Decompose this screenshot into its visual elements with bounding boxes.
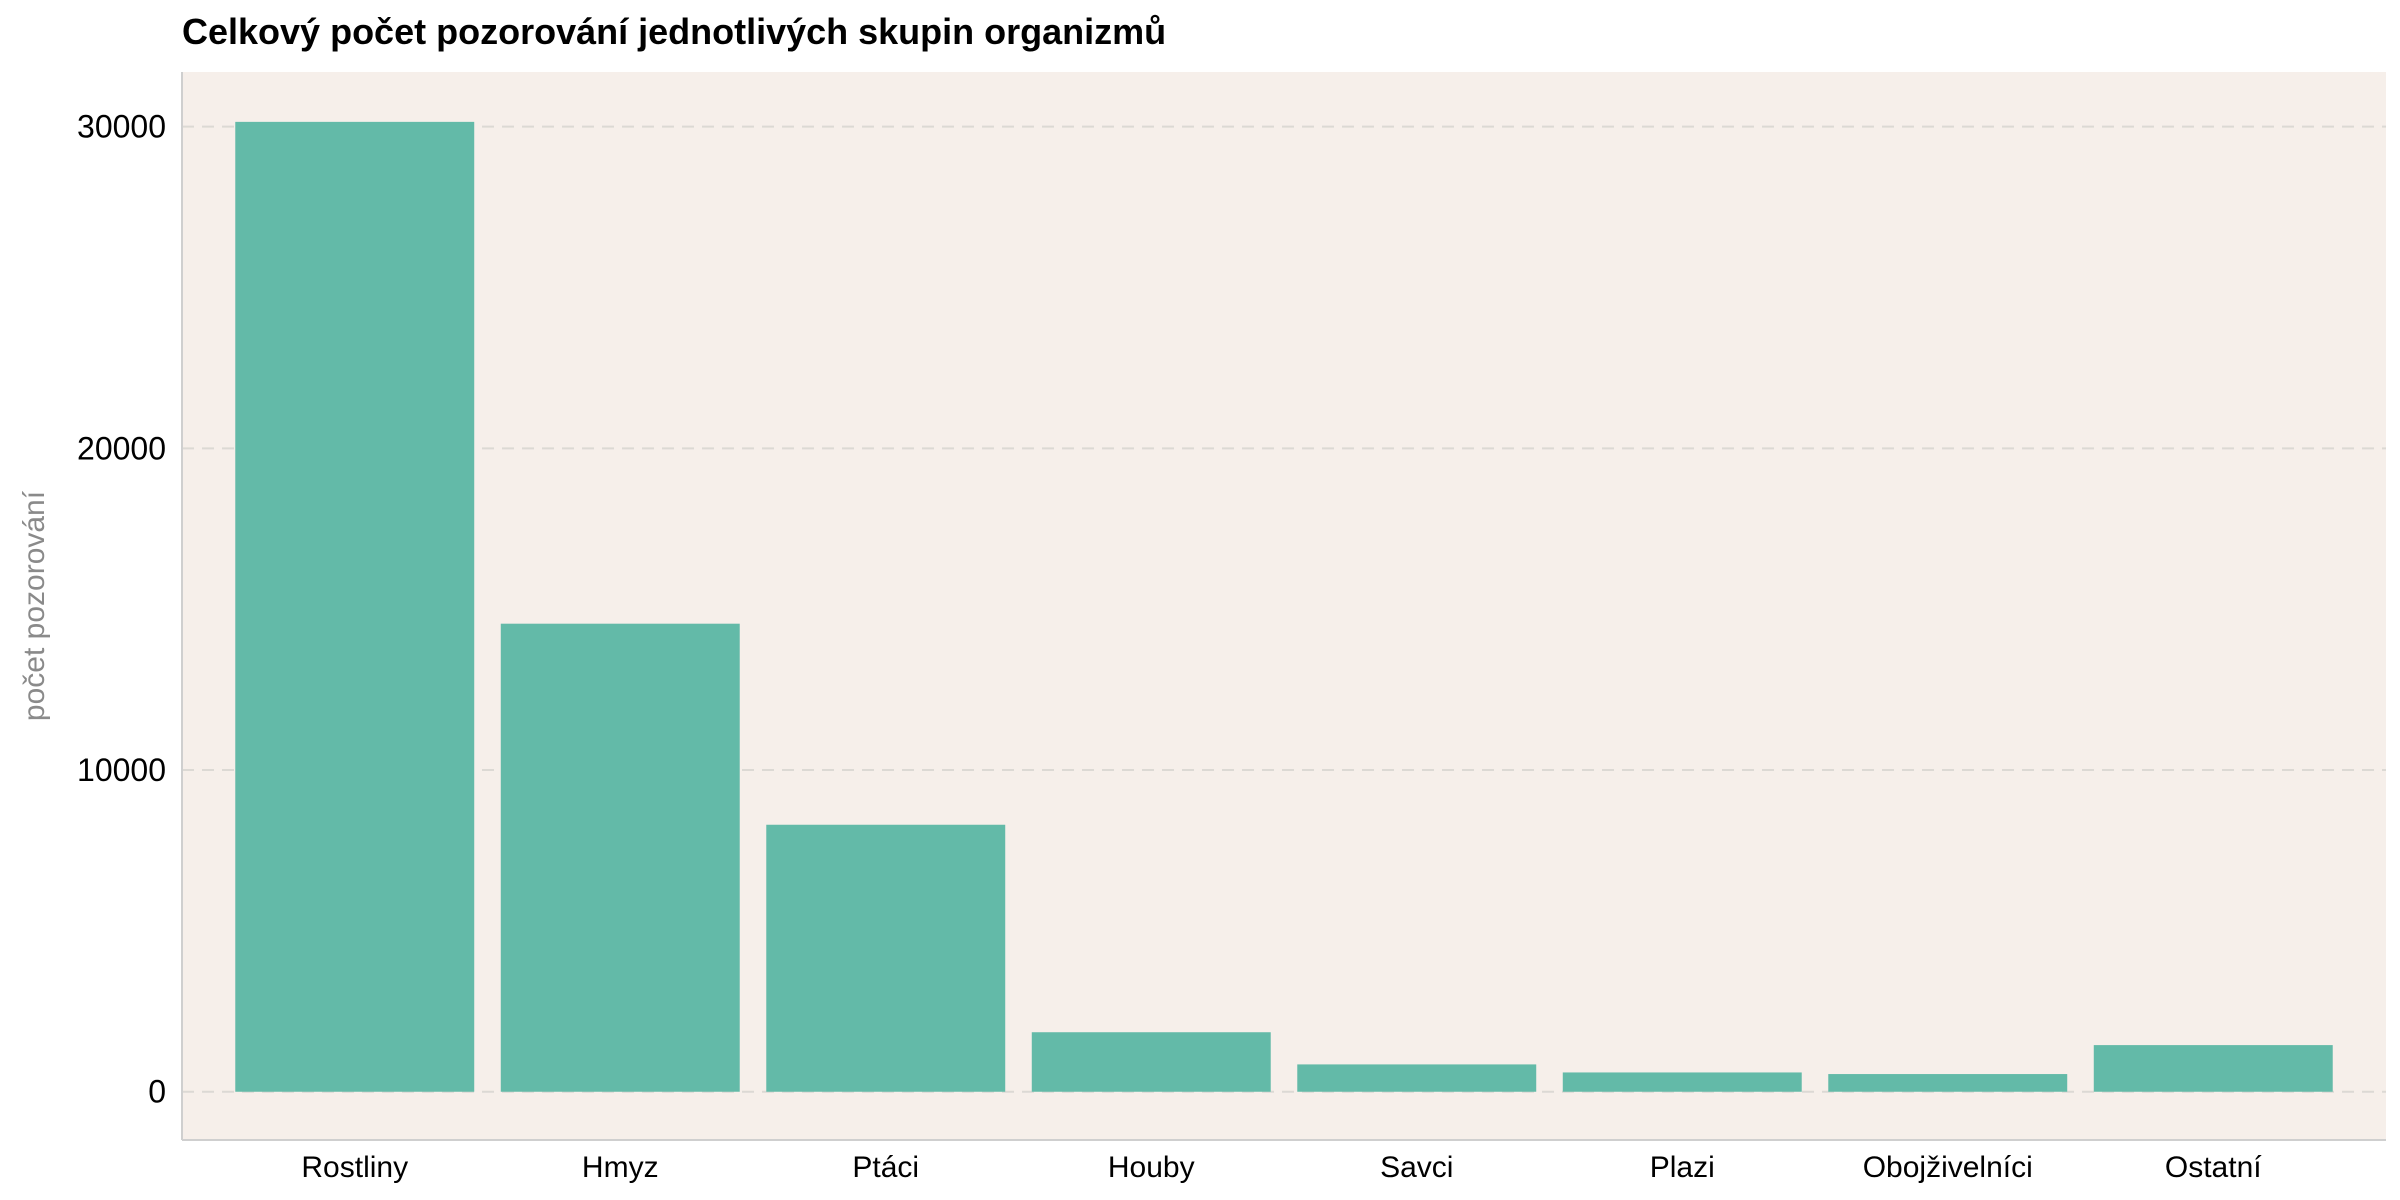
- x-tick-labels: Rostliny Hmyz Ptáci Houby Savci Plazi Obojžive…: [301, 1151, 2262, 1184]
- y-tick-label: 30000: [77, 109, 166, 145]
- bar-hmyz: [500, 623, 740, 1092]
- x-tick-label: Hmyz: [582, 1151, 659, 1184]
- x-tick-label: Ostatní: [2165, 1151, 2262, 1184]
- bar-ostatní: [2093, 1045, 2333, 1092]
- y-tick-label: 10000: [77, 752, 166, 788]
- x-tick-label: Plazi: [1650, 1151, 1715, 1184]
- y-tick-labels: 0 10000 20000 30000: [77, 109, 166, 1110]
- y-tick-label: 20000: [77, 430, 166, 466]
- bar-savci: [1297, 1064, 1537, 1092]
- x-tick-label: Savci: [1380, 1151, 1453, 1184]
- y-tick-label: 0: [148, 1074, 166, 1110]
- x-tick-label: Obojživelníci: [1863, 1151, 2033, 1184]
- bar-rostliny: [235, 121, 475, 1092]
- y-axis-title: počet pozorování: [18, 490, 51, 721]
- chart-title: Celkový počet pozorování jednotlivých sk…: [182, 11, 1166, 52]
- x-tick-label: Houby: [1108, 1151, 1195, 1184]
- bars: [235, 121, 2333, 1092]
- bar-obojživelníci: [1828, 1074, 2068, 1092]
- x-tick-label: Rostliny: [301, 1151, 408, 1184]
- bar-plazi: [1562, 1072, 1802, 1092]
- bar-ptáci: [766, 824, 1006, 1092]
- x-tick-label: Ptáci: [852, 1151, 919, 1184]
- bar-houby: [1031, 1032, 1271, 1092]
